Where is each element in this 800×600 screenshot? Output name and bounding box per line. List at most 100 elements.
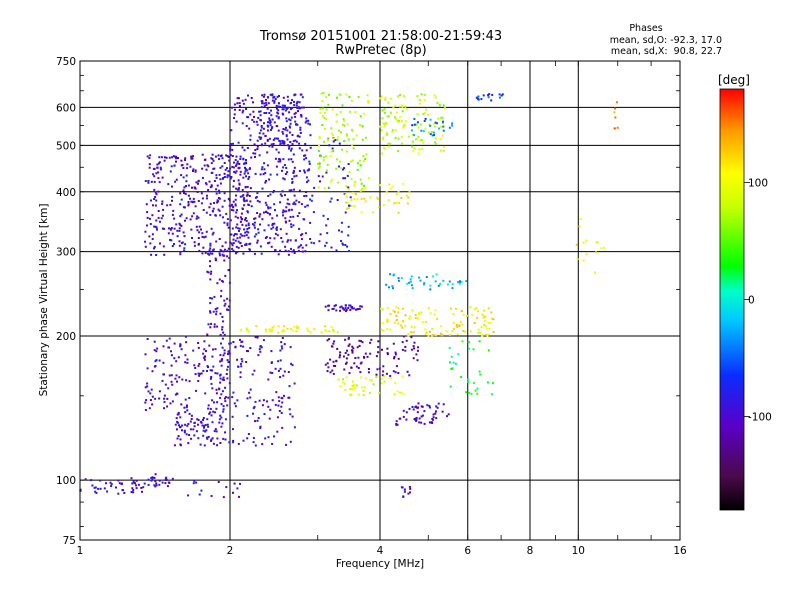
data-point [256, 192, 259, 195]
data-point [198, 225, 201, 228]
data-point [222, 405, 225, 408]
data-point [97, 487, 100, 490]
data-point [427, 334, 430, 337]
data-point [170, 380, 173, 383]
data-point [273, 137, 276, 140]
data-point [166, 485, 169, 488]
data-point [381, 348, 383, 351]
data-point [170, 165, 173, 168]
data-point [216, 199, 219, 202]
data-point [148, 157, 151, 160]
data-point [241, 208, 244, 210]
data-point [220, 342, 222, 345]
data-point [380, 328, 383, 331]
data-point [224, 274, 227, 277]
data-point [412, 331, 415, 334]
data-point [279, 201, 282, 204]
data-point [427, 306, 430, 309]
data-point [229, 167, 232, 170]
data-point [486, 381, 489, 384]
data-point [236, 188, 239, 191]
data-point [253, 252, 256, 255]
data-point [281, 139, 284, 142]
data-point [174, 393, 177, 396]
data-point [280, 194, 283, 197]
data-point [254, 217, 257, 220]
data-point [289, 108, 292, 111]
data-point [277, 331, 280, 334]
data-point [190, 200, 193, 203]
data-point [169, 402, 172, 405]
data-point [304, 205, 307, 208]
data-point [224, 438, 227, 441]
data-point [211, 158, 214, 160]
data-point [256, 199, 259, 202]
data-point [204, 424, 207, 426]
data-point [269, 371, 272, 374]
data-point [389, 187, 392, 190]
data-point [256, 148, 259, 150]
data-point [397, 137, 400, 140]
data-point [200, 372, 203, 375]
x-tick-label: 6 [464, 545, 471, 557]
y-tick-label: 300 [56, 247, 76, 259]
data-point [273, 435, 275, 438]
data-point [309, 238, 312, 240]
data-point [300, 106, 303, 109]
data-point [248, 226, 251, 229]
data-point [343, 368, 346, 371]
data-point [298, 212, 301, 215]
data-point [346, 201, 349, 204]
data-point [243, 204, 246, 207]
data-point [215, 388, 218, 391]
data-point [215, 392, 218, 395]
data-point [110, 485, 113, 487]
data-point [420, 415, 423, 418]
data-point [228, 256, 231, 259]
data-point [271, 118, 274, 121]
data-point [341, 148, 343, 151]
data-point [248, 248, 251, 251]
data-point [288, 145, 291, 148]
data-point [226, 404, 229, 407]
data-point [270, 361, 273, 364]
data-point [221, 280, 224, 282]
data-point [255, 325, 258, 327]
data-point [277, 369, 280, 372]
data-point [228, 351, 231, 354]
data-point [241, 195, 244, 198]
data-point [231, 244, 234, 247]
data-point [277, 325, 280, 328]
data-point [219, 442, 222, 444]
data-point [307, 329, 310, 332]
colorbar-tick-label: -100 [748, 411, 772, 423]
data-point [280, 345, 283, 348]
data-point [210, 157, 213, 160]
data-point [211, 421, 214, 424]
data-point [245, 230, 248, 233]
data-point [253, 405, 256, 408]
data-point [219, 312, 222, 315]
data-point [397, 372, 400, 374]
data-point [259, 118, 262, 121]
data-point [291, 160, 294, 163]
data-point [297, 326, 300, 329]
data-point [276, 125, 279, 128]
data-point [358, 164, 361, 167]
data-point [183, 235, 186, 238]
data-point [411, 145, 414, 148]
data-point [284, 220, 287, 223]
data-point [238, 183, 241, 186]
data-point [352, 307, 355, 310]
data-point [208, 344, 211, 347]
data-point [291, 99, 293, 102]
data-point [393, 357, 395, 360]
data-point [263, 122, 265, 125]
data-point [417, 126, 420, 129]
data-point [408, 374, 411, 377]
data-point [395, 319, 398, 321]
data-point [224, 168, 227, 171]
data-point [436, 406, 439, 409]
data-point [230, 143, 233, 145]
data-point [615, 101, 618, 104]
